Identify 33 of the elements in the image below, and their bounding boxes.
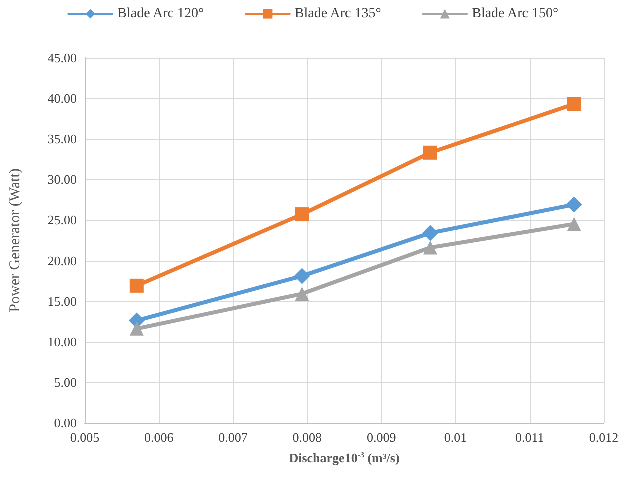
- point: [567, 217, 582, 232]
- point: [567, 97, 582, 112]
- point: [295, 287, 310, 302]
- legend-label: Blade Arc 135°: [294, 6, 382, 22]
- x-tick-label: 0.011: [515, 430, 544, 445]
- point: [424, 146, 438, 160]
- x-tick-label: 0.009: [366, 430, 396, 445]
- point: [422, 225, 439, 242]
- y-axis-title: Power Generator (Watt): [8, 168, 24, 312]
- point: [424, 240, 438, 255]
- x-tick-label: 0.01: [444, 430, 468, 445]
- legend-label: Blade Arc 150°: [472, 6, 559, 22]
- y-tick-label: 25.00: [48, 212, 77, 228]
- x-tick-label: 0.007: [218, 430, 248, 445]
- y-tick-label: 10.00: [48, 334, 77, 350]
- point: [566, 196, 582, 213]
- x-tick-label: 0.005: [70, 430, 100, 445]
- y-tick-label: 40.00: [48, 91, 77, 106]
- y-tick-label: 15.00: [48, 294, 77, 309]
- y-tick-label: 45.00: [48, 50, 77, 66]
- y-tick-label: 5.00: [54, 374, 77, 390]
- point: [130, 322, 144, 336]
- point: [294, 268, 310, 284]
- y-tick-label: 35.00: [48, 132, 77, 147]
- x-tick-label: 0.012: [589, 430, 619, 445]
- point: [295, 208, 310, 222]
- y-tick-label: 20.00: [48, 253, 77, 268]
- x-tick-label: 0.008: [292, 430, 322, 445]
- x-tick-label: 0.006: [144, 430, 174, 445]
- y-tick-label: 30.00: [48, 172, 77, 188]
- point: [130, 278, 144, 293]
- legend-label: Blade Arc 120°: [118, 6, 204, 22]
- y-tick-label: 0.00: [54, 416, 77, 430]
